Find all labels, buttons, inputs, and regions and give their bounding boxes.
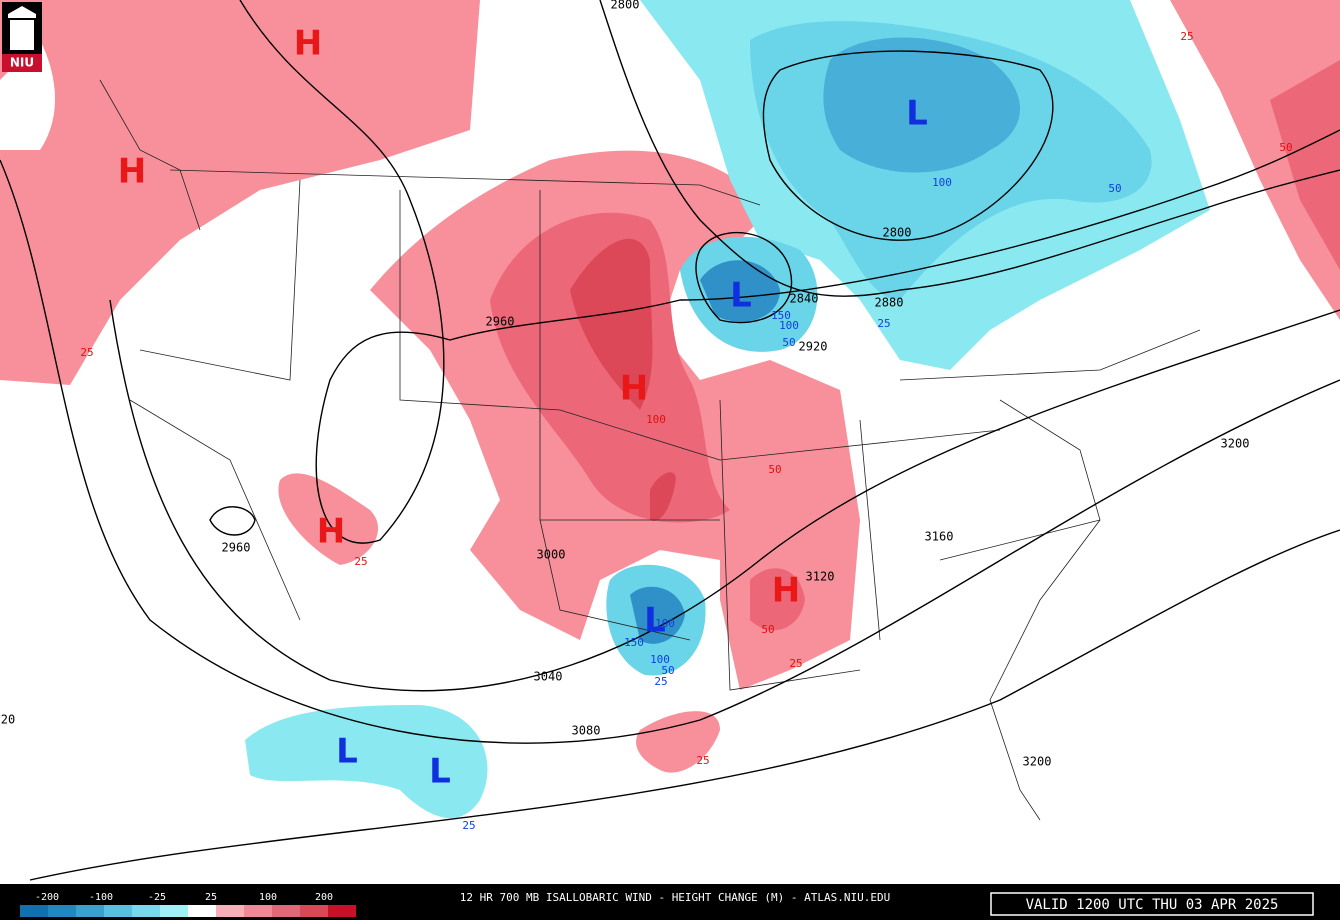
fall-label: 50 [1108, 182, 1121, 195]
fall-label: 25 [877, 317, 890, 330]
rise-label: 25 [696, 754, 709, 767]
rise-label: 25 [354, 555, 367, 568]
legend-swatch [300, 905, 328, 917]
low-marker: L [906, 94, 928, 134]
height-label: 2800 [611, 0, 640, 12]
legend-label: 25 [205, 892, 217, 903]
height-contours [0, 0, 1340, 881]
legend-label: -200 [35, 892, 59, 903]
valid-box [990, 892, 1314, 916]
legend-swatch [48, 905, 76, 917]
logo-text: NIU [10, 56, 34, 70]
legend-swatch [104, 905, 132, 917]
height-label: 2920 [799, 340, 828, 354]
rise-label: 50 [768, 463, 781, 476]
height-label: 3160 [925, 530, 954, 544]
high-marker: H [620, 369, 648, 409]
low-marker: L [429, 752, 451, 792]
height-label: 3200 [1221, 437, 1250, 451]
legend-swatch [132, 905, 160, 917]
height-label: 3000 [537, 548, 566, 562]
legend-swatch [20, 905, 48, 917]
rise-label: 50 [1279, 141, 1292, 154]
low-marker: L [730, 276, 752, 316]
rise-label: 25 [1180, 30, 1193, 43]
fall-label: 25 [654, 675, 667, 688]
fall-label: 50 [782, 336, 795, 349]
legend-label: -100 [89, 892, 113, 903]
fall-label: 150 [771, 309, 791, 322]
legend-label: 100 [259, 892, 277, 903]
fall-label: 100 [932, 176, 952, 189]
legend: -200 -100 -25 25 100 200 [20, 892, 356, 917]
borders [99, 79, 1201, 821]
fall-label: 100 [655, 617, 675, 630]
fall-label: 100 [650, 653, 670, 666]
fall-label: 25 [462, 819, 475, 832]
height-label: 2800 [883, 226, 912, 240]
legend-swatch [216, 905, 244, 917]
map-labels: H H H H H L L L L L 2800 2800 2840 2880 2920 2960 2960 30… [1, 0, 1293, 832]
height-label: 2880 [875, 296, 904, 310]
height-label: 2840 [790, 292, 819, 306]
height-label: 3120 [806, 570, 835, 584]
height-label: 3080 [572, 724, 601, 738]
legend-swatch [244, 905, 272, 917]
valid-time: VALID 1200 UTC THU 03 APR 2025 [1026, 897, 1279, 913]
low-marker: L [644, 601, 666, 641]
fall-label: 50 [661, 664, 674, 677]
rise-areas [0, 0, 1340, 773]
footer-title: 12 HR 700 MB ISALLOBARIC WIND - HEIGHT C… [460, 891, 890, 904]
legend-swatch [328, 905, 356, 917]
height-label: 3200 [1023, 755, 1052, 769]
high-marker: H [294, 24, 322, 64]
fall-areas [245, 0, 1210, 819]
height-label: 2960 [222, 541, 251, 555]
rise-label: 25 [80, 346, 93, 359]
legend-swatch [188, 905, 216, 917]
rise-label: 50 [761, 623, 774, 636]
height-label: 2960 [486, 315, 515, 329]
height-label: 3040 [534, 670, 563, 684]
fall-label: 100 [779, 319, 799, 332]
high-marker: H [772, 571, 800, 611]
low-marker: L [336, 732, 358, 772]
legend-label: 200 [315, 892, 333, 903]
high-marker: H [118, 152, 146, 192]
high-marker: H [317, 512, 345, 552]
rise-label: 25 [789, 657, 802, 670]
rise-label: 100 [646, 413, 666, 426]
height-label: 20 [1, 713, 15, 727]
legend-swatch [272, 905, 300, 917]
logo: NIU [2, 2, 42, 72]
legend-label: -25 [148, 892, 166, 903]
legend-swatch [76, 905, 104, 917]
fall-label: 150 [624, 636, 644, 649]
legend-swatch [160, 905, 188, 917]
